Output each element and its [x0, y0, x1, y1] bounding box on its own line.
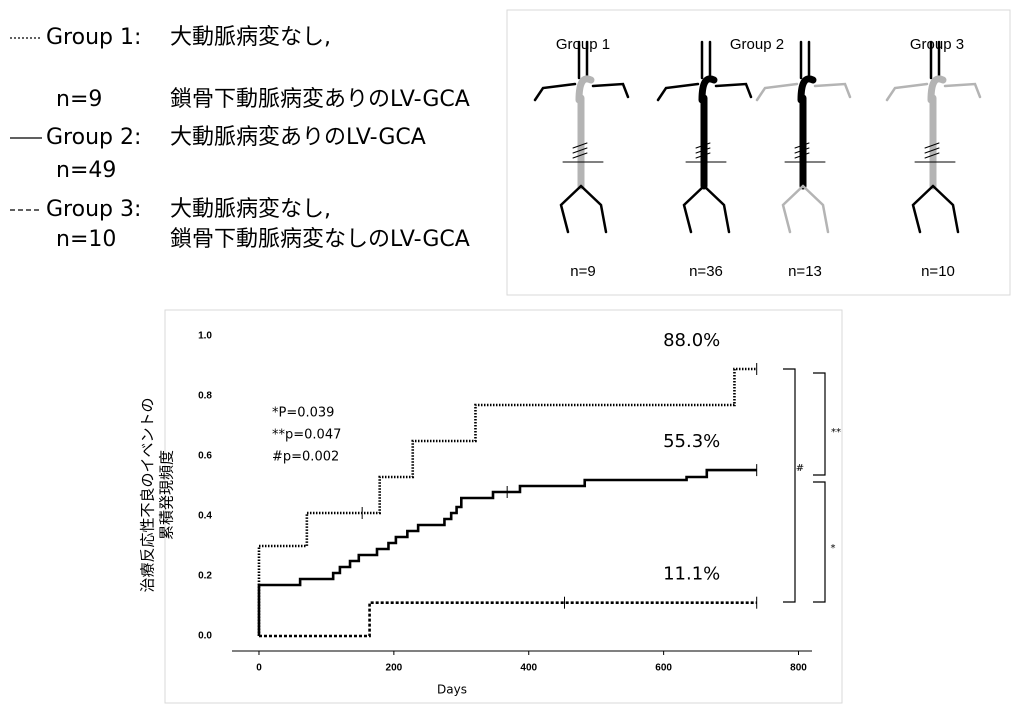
aorta: [757, 42, 850, 232]
bracket: [813, 373, 825, 475]
bracket-label: *: [831, 543, 836, 554]
bracket: [813, 482, 825, 602]
legend-n: n=49: [56, 158, 116, 183]
x-tick-label: 0: [256, 663, 262, 674]
diagram-count: n=10: [921, 263, 955, 280]
legend-group: Group 2:: [46, 125, 141, 150]
page: Group 1: 大動脈病変なし, 鎖骨下動脈病変ありのLV-GCA n=9 Group…: [0, 0, 1011, 704]
y-tick-label: 1.0: [198, 331, 212, 342]
x-tick-label: 200: [386, 663, 403, 674]
km-curve: [259, 603, 757, 636]
legend-text: 鎖骨下動脈病変なしのLV-GCA: [170, 227, 470, 252]
x-axis-label: Days: [437, 683, 467, 697]
diagram-count: n=9: [570, 263, 595, 280]
leg: [684, 186, 729, 232]
diagram-group: Group 3: [910, 36, 964, 53]
legend-text: 大動脈病変なし,: [170, 197, 331, 222]
carotid: [702, 42, 710, 78]
legend-n: n=10: [56, 227, 116, 252]
legend-group: Group 1:: [46, 25, 141, 50]
y-tick-label: 0.2: [198, 571, 212, 582]
leg: [913, 186, 958, 232]
diagram-group: Group 1: [556, 36, 610, 53]
y-axis-label: 累積発現頻度: [158, 450, 176, 540]
bracket-label: **: [831, 427, 841, 438]
legend-n: n=9: [56, 87, 102, 112]
y-tick-label: 0.6: [198, 451, 212, 462]
bracket: [783, 369, 795, 602]
diagram-group: Group 2: [730, 36, 784, 53]
legend-text: 大動脈病変ありのLV-GCA: [170, 125, 426, 150]
bracket-label: #: [796, 463, 804, 474]
end-label: 11.1%: [663, 564, 720, 585]
y-tick-label: 0.0: [198, 631, 212, 642]
x-tick-label: 600: [655, 663, 672, 674]
end-label: 88.0%: [663, 330, 720, 351]
aorta: [887, 42, 980, 232]
stat-text: **p=0.047: [272, 428, 341, 443]
y-tick-label: 0.4: [198, 511, 212, 522]
leg: [783, 186, 828, 232]
aorta: [535, 42, 628, 232]
x-tick-label: 800: [790, 663, 807, 674]
stat-text: *P=0.039: [272, 406, 334, 421]
legend-group: Group 3:: [46, 197, 141, 222]
y-tick-label: 0.8: [198, 391, 212, 402]
aorta: [658, 42, 751, 232]
carotid: [801, 42, 809, 78]
diagram-count: n=13: [788, 263, 822, 280]
y-axis-label: 治療反応性不良のイベントの: [139, 397, 157, 592]
diagram-count: n=36: [689, 263, 723, 280]
end-label: 55.3%: [663, 431, 720, 452]
stat-text: #p=0.002: [272, 450, 339, 465]
legend-text: 大動脈病変なし,: [170, 25, 331, 50]
x-tick-label: 400: [520, 663, 537, 674]
leg: [561, 186, 606, 232]
km-curve: [259, 470, 757, 636]
legend-text: 鎖骨下動脈病変ありのLV-GCA: [170, 87, 470, 112]
